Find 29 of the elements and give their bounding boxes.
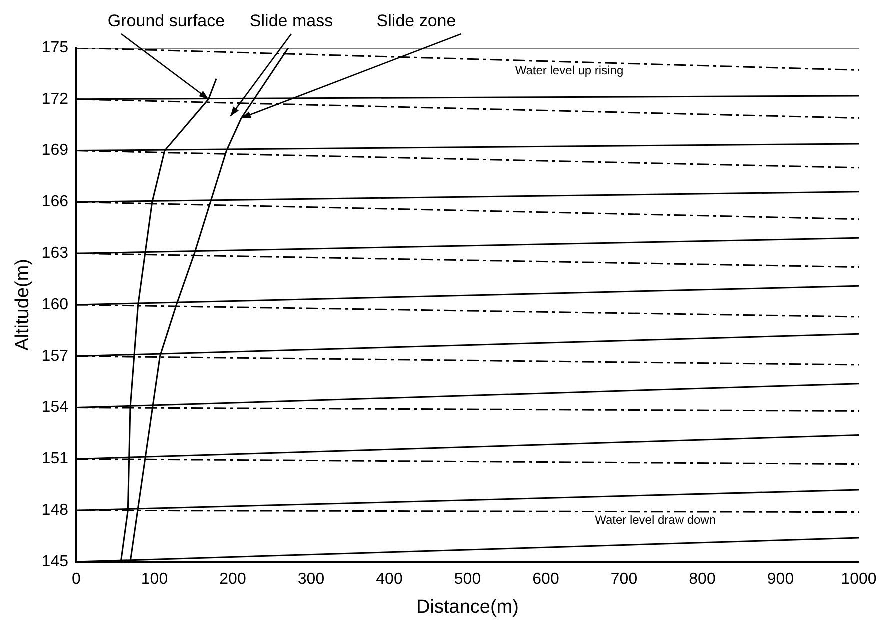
annotation: Water level up rising — [515, 63, 624, 78]
annotation: Ground surface — [108, 12, 226, 31]
annotation: Slide zone — [376, 12, 456, 31]
x-tick-label: 100 — [141, 571, 168, 588]
text: Slide mass — [250, 12, 334, 31]
y-tick-label: 145 — [42, 553, 69, 570]
x-tick-label: 500 — [454, 571, 482, 588]
x-tick-label: 200 — [220, 571, 246, 588]
y-axis-title: Altitude(m) — [12, 259, 34, 351]
y-tick-label: 169 — [42, 142, 69, 160]
x-tick-label: 400 — [376, 571, 403, 588]
y-tick-label: 172 — [42, 90, 69, 108]
x-tick-label: 900 — [767, 571, 794, 588]
y-tick-label: 166 — [42, 194, 69, 211]
y-tick-label: 151 — [42, 450, 69, 468]
y-tick-label: 148 — [42, 502, 69, 520]
x-tick-label: 800 — [689, 571, 716, 588]
x-axis-title: Distance(m) — [416, 596, 519, 618]
y-tick-label: 163 — [42, 245, 69, 262]
x-tick-label: 0 — [72, 571, 82, 588]
annotation: Water level draw down — [595, 513, 716, 528]
x-tick-label: 700 — [610, 571, 638, 588]
x-tick-label: 600 — [532, 571, 560, 588]
y-tick-label: 160 — [42, 296, 69, 314]
x-tick-label: 1000 — [841, 571, 877, 588]
y-tick-label: 175 — [42, 39, 69, 56]
y-tick-label: 154 — [42, 399, 69, 416]
x-tick-label: 300 — [298, 571, 325, 588]
y-tick-label: 157 — [42, 348, 69, 365]
